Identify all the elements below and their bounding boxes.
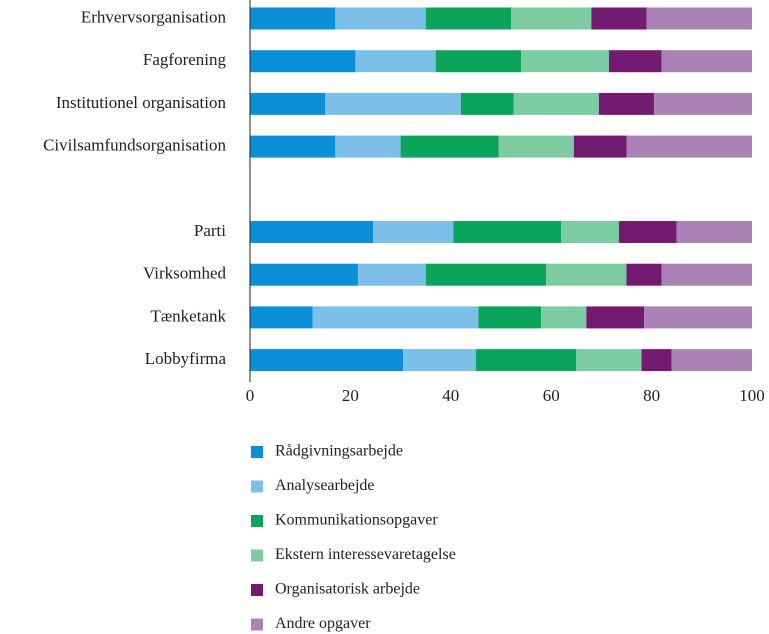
bar-segment <box>573 135 627 158</box>
bar-segment <box>626 135 752 158</box>
bar-segment <box>676 221 752 243</box>
legend-swatch <box>251 446 263 458</box>
bar-segment <box>425 7 512 30</box>
bar-segment <box>511 7 592 30</box>
bar-segment <box>460 92 514 115</box>
bar-segment <box>400 135 499 158</box>
bar-segment <box>608 50 662 73</box>
bar-segment <box>335 135 401 158</box>
bar-segment <box>546 263 627 286</box>
bar-segment <box>654 92 752 115</box>
legend-label: Analysearbejde <box>275 477 375 494</box>
bar-segment <box>335 7 426 30</box>
x-tick-label: 20 <box>342 386 359 405</box>
bar-segment <box>598 92 655 115</box>
bar-segment <box>498 135 574 158</box>
bar-segment <box>541 306 587 329</box>
y-tick-label: Virksomhed <box>143 264 227 283</box>
bar-segment <box>250 349 404 372</box>
bar-segment <box>357 263 426 286</box>
bar-segment <box>513 92 599 115</box>
legend-label: Kommunikationsopgaver <box>275 512 438 529</box>
x-tick-label: 0 <box>246 386 255 405</box>
legend-swatch <box>251 549 263 562</box>
bar-segment <box>250 306 313 329</box>
bar-segment <box>355 50 436 73</box>
x-tick-label: 100 <box>739 386 765 405</box>
bar-segment <box>661 263 752 286</box>
bar-segment <box>478 306 542 329</box>
bar-segment <box>250 50 356 73</box>
y-tick-label: Tænketank <box>150 306 226 325</box>
bar-segment <box>475 349 577 372</box>
legend-label: Andre opgaver <box>275 615 371 632</box>
bar-segment <box>250 263 358 286</box>
bar-segment <box>561 221 619 243</box>
bar-segment <box>325 92 461 115</box>
legend-swatch <box>251 584 263 596</box>
legend-swatch <box>251 515 263 527</box>
y-tick-label: Fagforening <box>143 50 227 69</box>
y-tick-label: Institutionel organisation <box>56 93 227 112</box>
legend-label: Ekstern interessevaretagelse <box>275 546 456 563</box>
bar-segment <box>626 263 662 286</box>
x-tick-label: 60 <box>543 386 560 405</box>
bar-segment <box>403 349 476 372</box>
bar-segment <box>591 7 647 30</box>
legend-label: Rådgivningsarbejde <box>275 443 403 460</box>
x-tick-label: 80 <box>643 386 660 405</box>
bar-segment <box>250 92 326 115</box>
bar-segment <box>372 221 454 243</box>
bar-segment <box>250 135 336 158</box>
bar-segment <box>250 7 336 30</box>
legend-swatch <box>251 618 263 631</box>
bar-segment <box>646 7 752 30</box>
bar-segment <box>453 221 562 243</box>
bar-segment <box>644 306 752 329</box>
x-tick-label: 40 <box>442 386 459 405</box>
bar-segment <box>250 221 373 243</box>
bar-segment <box>586 306 645 329</box>
bar-segment <box>576 349 642 372</box>
y-tick-label: Lobbyfirma <box>145 349 227 368</box>
bar-segment <box>641 349 672 372</box>
legend-label: Organisatorisk arbejde <box>275 581 420 598</box>
bar-segment <box>661 50 752 73</box>
legend-swatch <box>251 480 263 493</box>
bar-segment <box>618 221 677 243</box>
y-tick-label: Civilsamfundsorganisation <box>43 136 226 155</box>
bar-segment <box>425 263 547 286</box>
y-tick-label: Erhvervsorganisation <box>81 7 227 26</box>
bar-segment <box>435 50 522 73</box>
bar-segment <box>521 50 609 73</box>
y-tick-label: Parti <box>194 221 226 240</box>
bar-segment <box>671 349 752 372</box>
bar-segment <box>312 306 479 329</box>
